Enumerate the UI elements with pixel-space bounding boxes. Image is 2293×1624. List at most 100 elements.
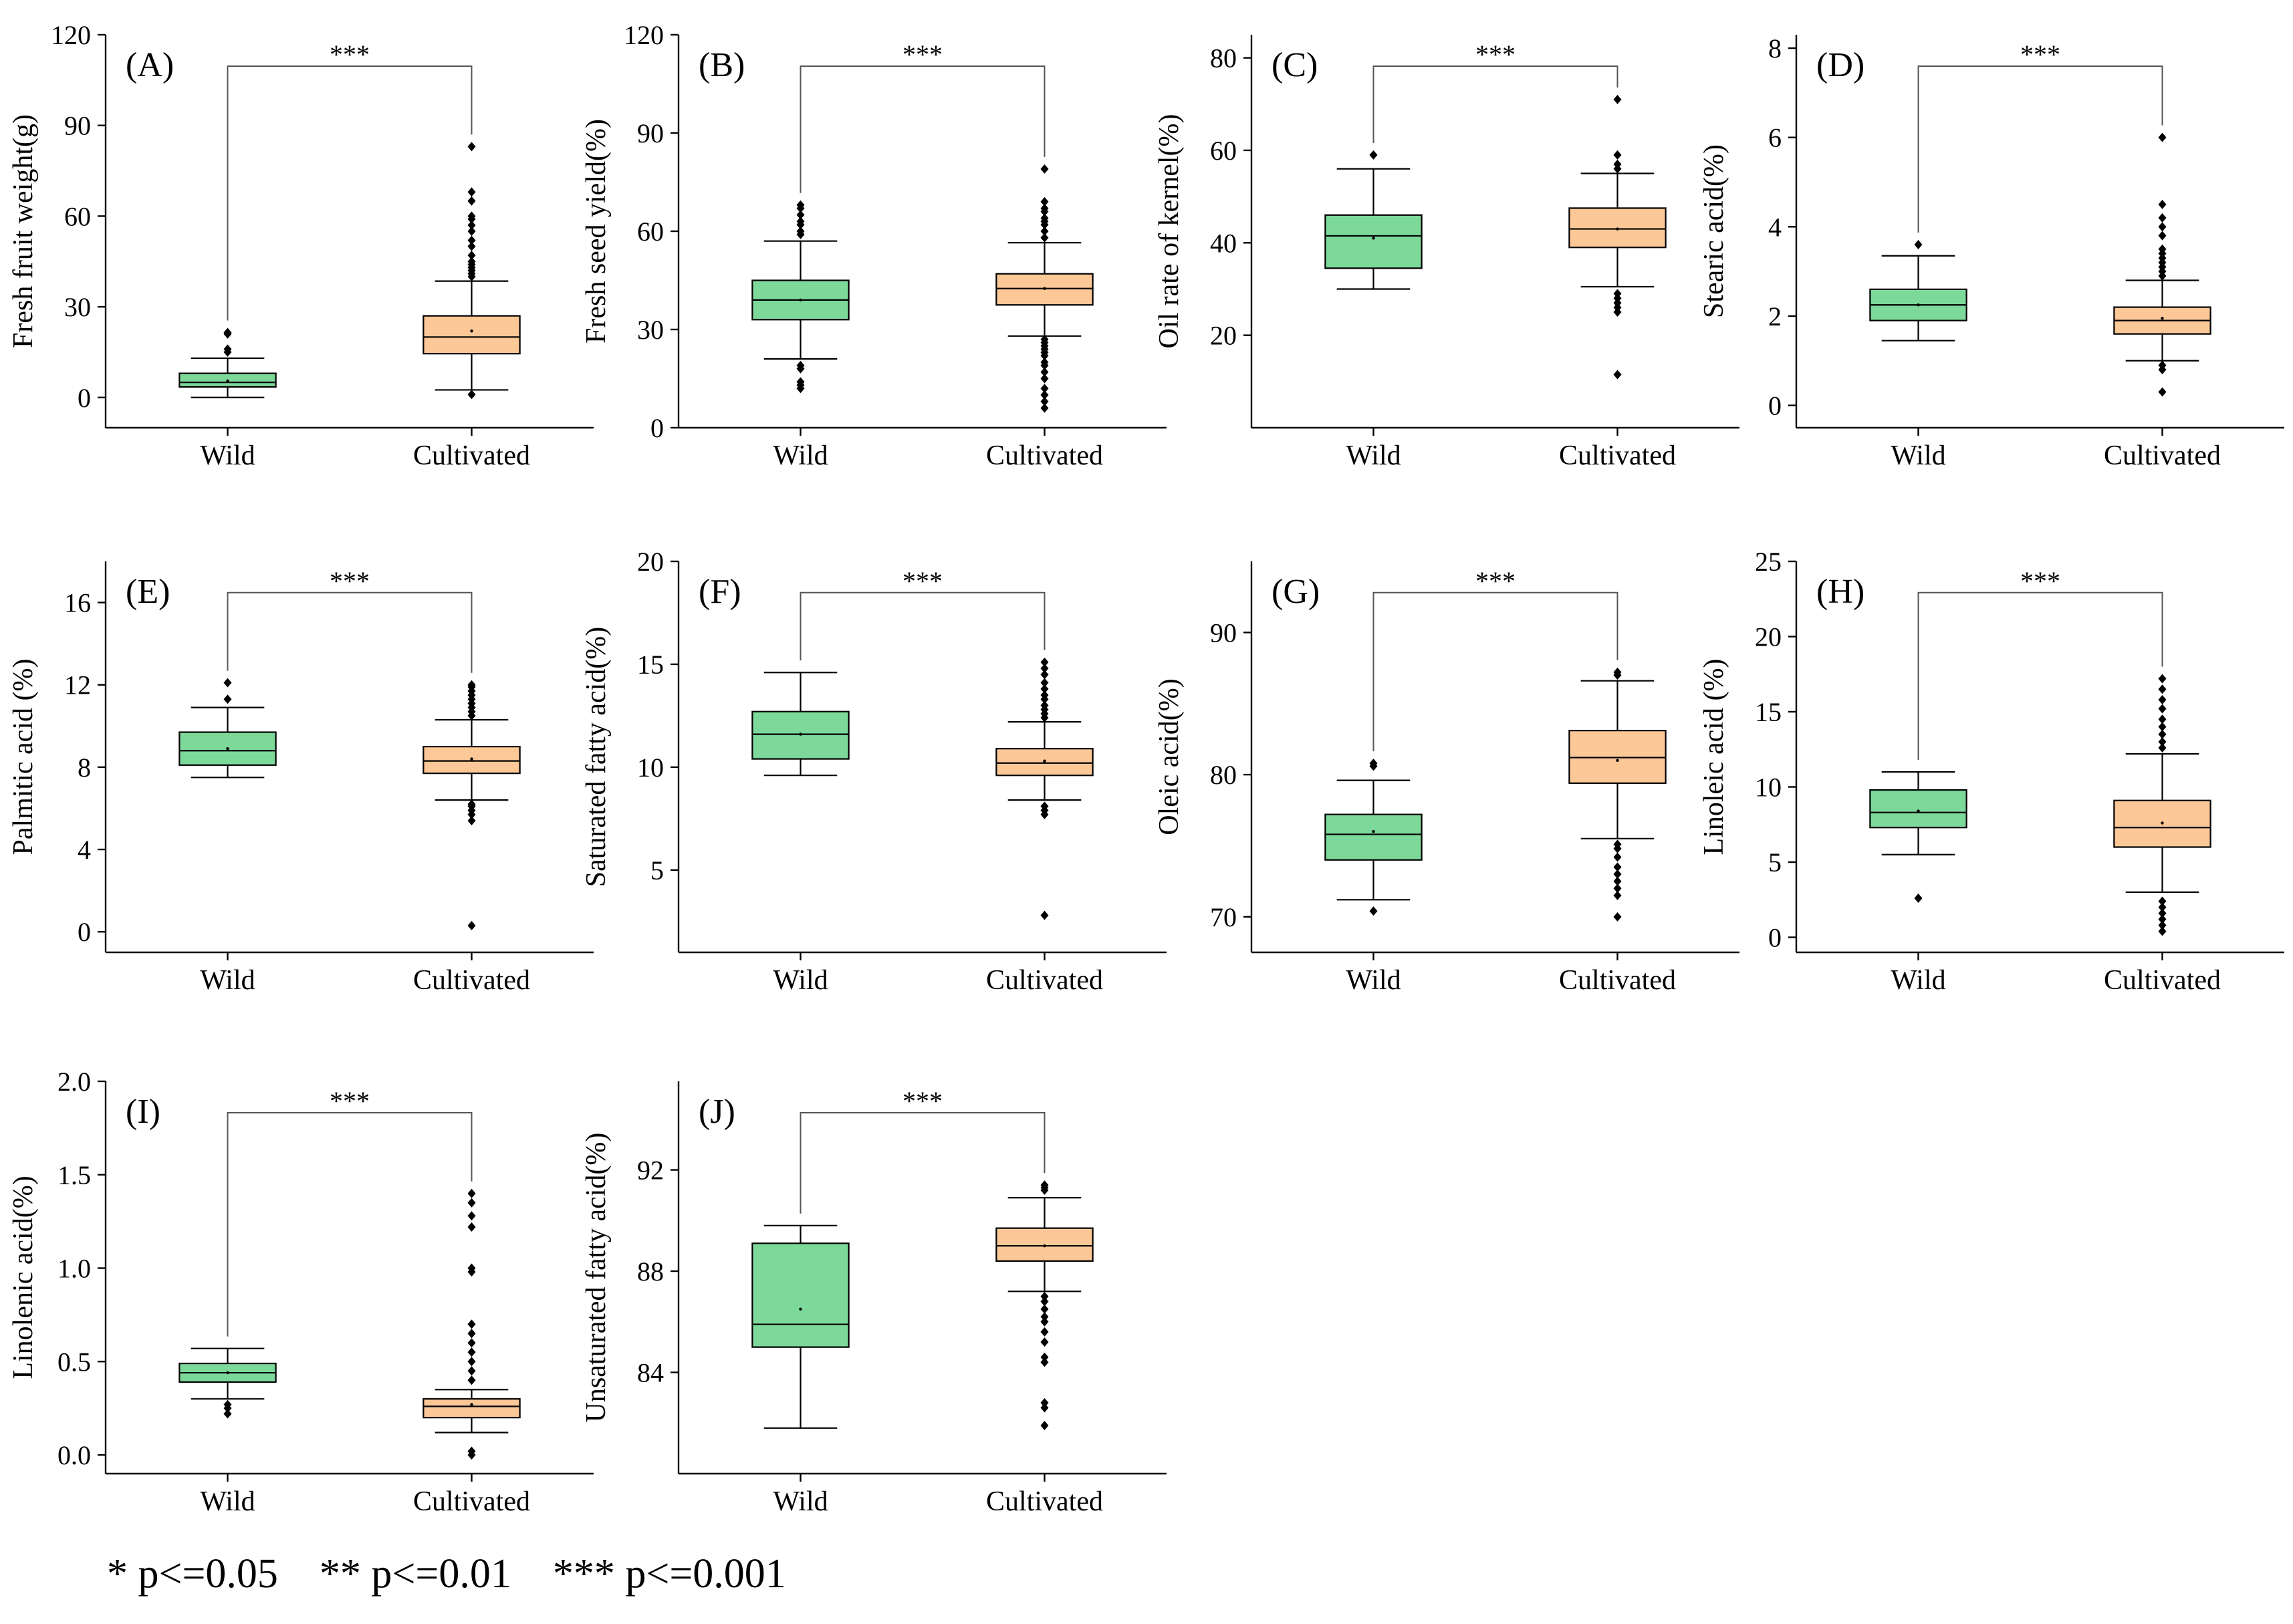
outlier-point xyxy=(1613,890,1622,900)
outlier-point xyxy=(467,1446,476,1456)
y-tick-label: 25 xyxy=(1755,547,1782,577)
y-tick-label: 12 xyxy=(64,670,91,700)
y-axis-title: Fresh fruit weight(g) xyxy=(8,114,39,348)
outlier-point xyxy=(1613,370,1622,380)
y-axis-title: Oil rate of kernel(%) xyxy=(1154,114,1185,349)
outlier-point xyxy=(467,1188,476,1198)
y-tick-label: 60 xyxy=(64,201,91,231)
y-tick-label: 0 xyxy=(1768,923,1782,953)
outlier-point xyxy=(2158,908,2167,918)
outlier-point xyxy=(1040,374,1049,384)
panel-label: (I) xyxy=(126,1093,160,1131)
x-tick-label: Wild xyxy=(1346,440,1401,471)
outlier-point xyxy=(2158,896,2167,906)
significance-bracket xyxy=(1917,65,2163,233)
significance-label: *** xyxy=(2020,39,2060,70)
outlier-point xyxy=(223,1399,232,1409)
outlier-point xyxy=(467,220,476,230)
panel-label: (H) xyxy=(1816,573,1864,611)
y-tick-label: 80 xyxy=(1210,760,1237,790)
mean-marker xyxy=(1372,829,1375,833)
outlier-point xyxy=(467,1319,476,1329)
outlier-point xyxy=(2158,737,2167,747)
outlier-point xyxy=(1040,1180,1049,1190)
outlier-point xyxy=(467,1366,476,1376)
outlier-point xyxy=(467,815,476,825)
y-tick-label: 90 xyxy=(1210,618,1237,648)
outlier-point xyxy=(1040,1403,1049,1413)
outlier-point xyxy=(2158,729,2167,739)
outlier-point xyxy=(1040,334,1049,344)
y-tick-label: 0 xyxy=(1768,391,1782,421)
outlier-point xyxy=(1040,1421,1049,1431)
significance-label: *** xyxy=(2020,566,2060,596)
outlier-point xyxy=(467,920,476,930)
y-tick-label: 1.5 xyxy=(57,1160,91,1190)
chart-panel: 0 30 60 90 120 Wild Cultivated Fresh fruit weig… xyxy=(8,20,594,471)
x-tick-label: Cultivated xyxy=(986,1486,1103,1517)
outlier-point xyxy=(1040,910,1049,920)
significance-label: *** xyxy=(330,39,370,70)
box-iqr xyxy=(423,1398,521,1419)
y-tick-label: 60 xyxy=(637,217,664,247)
outlier-point xyxy=(1369,906,1378,916)
outlier-point xyxy=(2158,926,2167,936)
outlier-point xyxy=(467,1198,476,1208)
outlier-point xyxy=(1040,213,1049,223)
significance-bracket xyxy=(1372,591,1618,752)
outlier-point xyxy=(1040,1291,1049,1301)
outlier-point xyxy=(1040,690,1049,700)
outlier-point xyxy=(1613,159,1622,169)
x-tick-label: Cultivated xyxy=(2104,440,2221,471)
y-tick-label: 88 xyxy=(637,1256,664,1287)
y-tick-label: 120 xyxy=(624,20,664,50)
outlier-point xyxy=(1613,289,1622,299)
x-tick-label: Wild xyxy=(773,1486,828,1517)
mean-marker xyxy=(470,757,473,761)
outlier-point xyxy=(1613,852,1622,862)
outlier-point xyxy=(467,1222,476,1232)
y-tick-label: 0 xyxy=(78,917,91,947)
y-tick-label: 70 xyxy=(1210,902,1237,932)
outlier-point xyxy=(2158,132,2167,142)
x-tick-label: Wild xyxy=(200,965,255,996)
outlier-point xyxy=(1613,839,1622,849)
y-axis-title: Fresh seed yield(%) xyxy=(581,119,612,344)
outlier-point xyxy=(467,251,476,261)
panel-label: (D) xyxy=(1816,46,1864,84)
outlier-point xyxy=(467,1357,476,1367)
x-tick-label: Wild xyxy=(200,1486,255,1517)
y-tick-label: 120 xyxy=(51,20,91,50)
chart-panel: 0 30 60 90 120 Wild Cultivated Fresh seed yield… xyxy=(581,20,1167,471)
outlier-point xyxy=(467,1338,476,1348)
chart-panel: 70 80 90 Wild Cultivated Oleic acid(%) (G) *** xyxy=(1154,561,1739,996)
outlier-point xyxy=(467,799,476,809)
outlier-point xyxy=(1040,196,1049,207)
panel-label: (A) xyxy=(126,46,174,84)
outlier-point xyxy=(1040,1337,1049,1347)
outlier-point xyxy=(2158,360,2167,370)
y-tick-label: 60 xyxy=(1210,136,1237,166)
outlier-point xyxy=(1613,912,1622,922)
outlier-point xyxy=(2158,222,2167,232)
mean-marker xyxy=(1917,303,1920,307)
y-tick-label: 0.5 xyxy=(57,1347,91,1377)
outlier-point xyxy=(1040,801,1049,811)
y-tick-label: 1.0 xyxy=(57,1254,91,1284)
outlier-point xyxy=(1040,403,1049,413)
x-tick-label: Cultivated xyxy=(413,440,530,471)
significance-label: *** xyxy=(330,566,370,596)
outlier-point xyxy=(1613,884,1622,894)
x-tick-label: Cultivated xyxy=(413,965,530,996)
significance-label: *** xyxy=(902,1086,943,1116)
outlier-point xyxy=(2158,231,2167,241)
y-tick-label: 20 xyxy=(1210,321,1237,351)
mean-marker xyxy=(470,1403,473,1406)
outlier-point xyxy=(1040,390,1049,400)
y-tick-label: 8 xyxy=(1768,33,1782,63)
mean-marker xyxy=(799,732,802,736)
outlier-point xyxy=(223,1409,232,1419)
panel-label: (F) xyxy=(699,573,741,611)
mean-marker xyxy=(1043,287,1046,290)
y-tick-label: 30 xyxy=(637,315,664,345)
